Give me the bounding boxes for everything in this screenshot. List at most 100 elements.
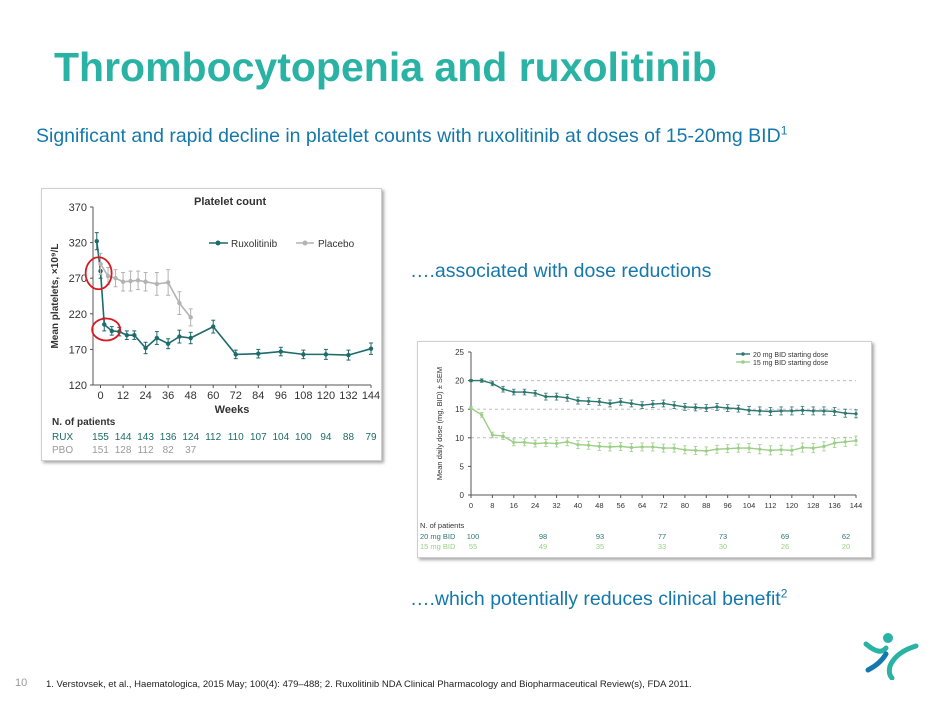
patients-count: 128 xyxy=(115,445,132,456)
legend-marker-placebo xyxy=(302,240,308,246)
x-tick-label: 48 xyxy=(595,501,603,510)
x-tick-label: 0 xyxy=(469,501,473,510)
patients-count: 124 xyxy=(182,432,199,443)
x-tick-label: 0 xyxy=(97,390,103,402)
patients-count: 77 xyxy=(658,532,666,541)
patients-count: 104 xyxy=(272,432,289,443)
y-tick-label: 170 xyxy=(69,344,87,356)
y-tick-label: 10 xyxy=(455,434,464,443)
patients-count: 110 xyxy=(228,432,244,443)
data-point-15mg xyxy=(480,413,484,417)
data-point-15mg xyxy=(619,444,623,448)
data-point-ruxolitinib xyxy=(233,352,238,357)
data-point-15mg xyxy=(715,447,719,451)
data-point-15mg xyxy=(533,441,537,446)
x-tick-label: 40 xyxy=(574,501,582,510)
data-point-20mg xyxy=(512,390,516,394)
data-point-20mg xyxy=(843,411,847,415)
data-point-ruxolitinib xyxy=(278,349,284,354)
callout-dose-reductions: ….associated with dose reductions xyxy=(410,260,712,282)
data-point-ruxolitinib xyxy=(109,328,114,334)
data-point-15mg xyxy=(683,448,687,452)
patients-count: 35 xyxy=(596,542,604,551)
patients-count: 100 xyxy=(295,432,312,443)
data-point-15mg xyxy=(544,441,548,445)
y-tick-label: 370 xyxy=(69,202,87,214)
data-point-15mg xyxy=(651,445,655,449)
data-point-placebo xyxy=(143,279,148,284)
data-point-20mg xyxy=(587,399,591,403)
data-point-20mg xyxy=(704,406,708,410)
data-point-ruxolitinib xyxy=(102,322,107,327)
data-point-ruxolitinib xyxy=(323,352,329,357)
patients-count: 100 xyxy=(467,532,480,541)
y-tick-label: 20 xyxy=(455,377,464,386)
data-point-20mg xyxy=(490,381,494,386)
data-point-20mg xyxy=(629,401,634,406)
data-point-15mg xyxy=(811,446,815,450)
data-point-20mg xyxy=(522,390,527,394)
data-point-ruxolitinib xyxy=(143,345,148,351)
x-tick-label: 132 xyxy=(339,390,357,402)
callout-2-reference: 2 xyxy=(780,586,788,601)
data-point-15mg xyxy=(501,434,505,438)
data-point-20mg xyxy=(661,401,666,406)
data-point-ruxolitinib xyxy=(165,341,171,346)
data-point-ruxolitinib xyxy=(177,334,182,339)
data-point-placebo xyxy=(98,261,103,267)
data-point-placebo xyxy=(120,279,126,284)
y-tick-label: 270 xyxy=(69,273,87,285)
x-tick-label: 88 xyxy=(702,501,710,510)
data-point-placebo xyxy=(188,315,193,320)
data-point-15mg xyxy=(758,447,762,451)
x-tick-label: 48 xyxy=(185,390,197,402)
data-point-15mg xyxy=(747,446,751,450)
data-point-20mg xyxy=(576,399,580,403)
logo-head-shape xyxy=(883,633,893,643)
data-point-20mg xyxy=(640,403,644,407)
data-point-20mg xyxy=(854,412,858,416)
x-axis-label: Weeks xyxy=(215,404,250,416)
patients-count: 98 xyxy=(539,532,547,541)
callout-2-text: ….which potentially reduces clinical ben… xyxy=(410,588,781,610)
data-point-20mg xyxy=(619,400,623,404)
patients-count: 73 xyxy=(719,532,727,541)
patients-header: N. of patients xyxy=(52,417,116,428)
data-point-ruxolitinib xyxy=(211,324,216,329)
data-point-20mg xyxy=(672,403,676,407)
data-point-15mg xyxy=(790,448,794,452)
x-tick-label: 128 xyxy=(807,501,820,510)
data-point-ruxolitinib xyxy=(188,335,193,341)
data-point-20mg xyxy=(822,409,826,413)
slide-title: Thrombocytopenia and ruxolitinib xyxy=(54,44,717,90)
highlight-circle-drop xyxy=(91,317,122,342)
data-point-20mg xyxy=(747,408,751,412)
patients-row-label: RUX xyxy=(52,432,73,443)
data-point-15mg xyxy=(661,446,666,450)
data-point-ruxolitinib xyxy=(94,238,99,244)
data-point-ruxolitinib xyxy=(124,332,130,338)
patients-header: N. of patients xyxy=(420,521,464,530)
x-tick-label: 144 xyxy=(850,501,863,510)
patients-count: 49 xyxy=(539,542,547,551)
slide-subtitle: Significant and rapid decline in platele… xyxy=(36,124,916,149)
x-tick-label: 80 xyxy=(681,501,689,510)
data-point-placebo xyxy=(113,276,118,281)
data-point-15mg xyxy=(597,444,601,448)
y-tick-label: 120 xyxy=(69,380,87,392)
x-tick-label: 144 xyxy=(362,390,380,402)
x-tick-label: 24 xyxy=(531,501,539,510)
data-point-15mg xyxy=(833,441,837,445)
data-point-15mg xyxy=(469,406,473,410)
x-tick-label: 96 xyxy=(275,390,287,402)
data-point-placebo xyxy=(135,278,141,283)
y-tick-label: 0 xyxy=(460,491,465,500)
data-point-ruxolitinib xyxy=(132,332,137,338)
y-tick-label: 25 xyxy=(455,348,464,357)
data-point-15mg xyxy=(736,446,740,450)
slide-number: 10 xyxy=(15,677,28,689)
data-point-20mg xyxy=(651,402,655,406)
subtitle-text: Significant and rapid decline in platele… xyxy=(36,125,781,147)
data-point-placebo xyxy=(105,273,111,279)
data-point-20mg xyxy=(811,409,815,413)
